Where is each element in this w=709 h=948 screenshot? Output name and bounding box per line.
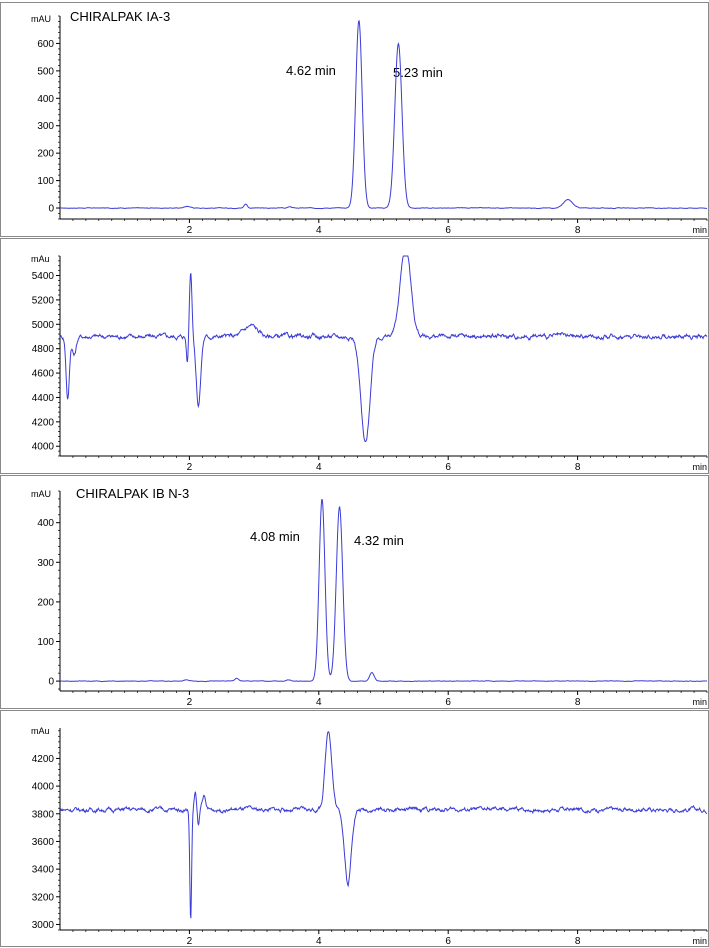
y-tick-label: 200: [37, 149, 54, 160]
retention-time-label: 4.62 min: [286, 63, 336, 78]
y-axis-unit-label: mAu: [31, 726, 50, 736]
x-tick-label: 8: [575, 462, 581, 473]
x-axis-unit-label: min: [692, 697, 707, 707]
x-tick-label: 4: [316, 936, 322, 947]
y-tick-label: 300: [37, 121, 54, 132]
y-tick-label: 600: [37, 39, 54, 50]
x-axis-unit-label: min: [692, 462, 707, 472]
x-tick-label: 6: [445, 462, 451, 473]
x-tick-label: 6: [445, 225, 451, 236]
y-axis-unit-label: mAU: [31, 489, 51, 499]
x-tick-label: 2: [187, 225, 193, 236]
y-tick-label: 4000: [32, 442, 55, 453]
column-title: CHIRALPAK IB N-3: [76, 486, 189, 501]
x-tick-label: 8: [575, 225, 581, 236]
chromatogram-trace: [59, 255, 708, 443]
x-tick-label: 8: [575, 936, 581, 947]
y-tick-label: 4200: [32, 417, 55, 428]
x-axis-unit-label: min: [692, 225, 707, 235]
panel-frame: [0, 238, 709, 474]
panel-frame: [0, 475, 709, 709]
x-axis-unit-label: min: [692, 936, 707, 946]
y-tick-label: 3400: [32, 865, 55, 876]
y-axis-unit-label: mAU: [31, 14, 51, 24]
y-tick-label: 3000: [32, 920, 55, 931]
y-tick-label: 4800: [32, 344, 55, 355]
x-tick-label: 8: [575, 697, 581, 708]
y-tick-label: 200: [37, 597, 54, 608]
y-tick-label: 300: [37, 558, 54, 569]
y-tick-label: 5400: [32, 271, 55, 282]
panel-frame: [0, 710, 709, 947]
y-axis-unit-label: mAu: [31, 254, 50, 264]
y-tick-label: 0: [48, 204, 54, 215]
chart-panel-2: 4000 4200 4400 4600 4800 5000 5200 5400 2 4 6 8 mAu m…: [0, 238, 709, 474]
y-tick-label: 3200: [32, 892, 55, 903]
chromatogram-trace: [59, 19, 707, 210]
chart-panel-1: 0 100 200 300 400 500 600 2 4 6 8 mAU min CHIRALPAK I…: [0, 2, 709, 237]
y-tick-label: 400: [37, 518, 54, 529]
y-tick-label: 0: [48, 677, 54, 688]
y-tick-label: 5000: [32, 320, 55, 331]
x-tick-label: 4: [316, 225, 322, 236]
y-tick-label: 4200: [32, 754, 55, 765]
y-tick-label: 500: [37, 66, 54, 77]
y-tick-label: 4000: [32, 782, 55, 793]
x-tick-label: 2: [187, 936, 193, 947]
y-tick-label: 5200: [32, 295, 55, 306]
chart-panel-4: 3000 3200 3400 3600 3800 4000 4200 2 4 6 8 mAu min: [0, 710, 709, 947]
retention-time-label: 4.32 min: [354, 533, 404, 548]
y-tick-label: 4600: [32, 369, 55, 380]
x-tick-label: 6: [445, 697, 451, 708]
chromatogram-trace: [59, 498, 708, 683]
x-tick-label: 2: [187, 462, 193, 473]
y-tick-label: 100: [37, 637, 54, 648]
x-tick-label: 4: [316, 697, 322, 708]
y-tick-label: 3600: [32, 837, 55, 848]
x-tick-label: 2: [187, 697, 193, 708]
retention-time-label: 4.08 min: [250, 529, 300, 544]
y-tick-label: 3800: [32, 809, 55, 820]
y-tick-label: 400: [37, 94, 54, 105]
x-tick-label: 4: [316, 462, 322, 473]
retention-time-label: 5.23 min: [393, 65, 443, 80]
column-title: CHIRALPAK IA-3: [70, 9, 170, 24]
x-tick-label: 6: [445, 936, 451, 947]
chart-panel-3: 0 100 200 300 400 2 4 6 8 mAU min CHIRALPAK IB N-3 4…: [0, 475, 709, 709]
y-tick-label: 100: [37, 176, 54, 187]
y-tick-label: 4400: [32, 393, 55, 404]
chromatogram-trace: [59, 731, 708, 919]
